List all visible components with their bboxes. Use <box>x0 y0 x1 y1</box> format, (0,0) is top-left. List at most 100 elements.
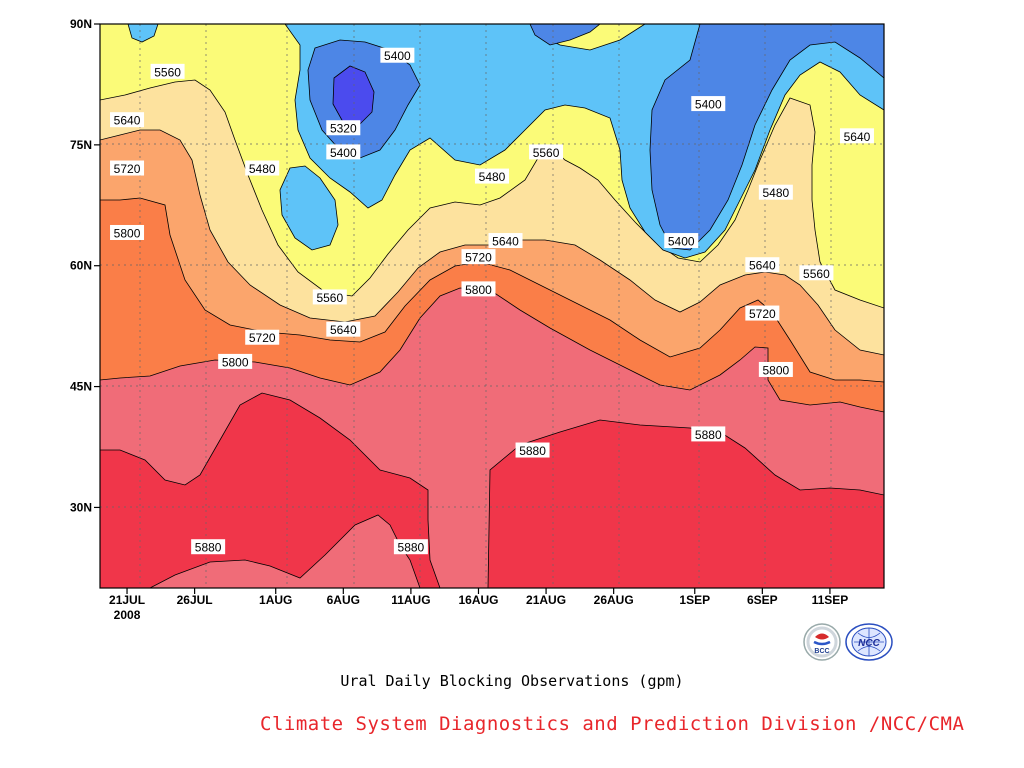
x-tick-label: 11AUG <box>391 593 430 607</box>
contour-label-bg <box>218 353 253 369</box>
band-5400-5480-cell-left <box>279 165 339 251</box>
x-year-label: 2008 <box>114 608 141 622</box>
contour-label-text: 5720 <box>114 162 141 176</box>
y-tick-label: 60N <box>70 259 92 273</box>
contour-label-text: 5880 <box>195 541 222 555</box>
contour-label-bg <box>515 442 550 458</box>
contour-label: 5800 <box>110 224 145 240</box>
contour-label: 5640 <box>839 128 874 144</box>
band-5320-5400-top <box>529 24 601 46</box>
contour-label-text: 5880 <box>695 428 722 442</box>
ncc-logo: NCC <box>845 623 893 661</box>
contour-label: 5480 <box>758 184 793 200</box>
credit-text: Climate System Diagnostics and Predictio… <box>260 713 965 735</box>
contour-label-bg <box>191 539 226 555</box>
contour-label-text: 5720 <box>249 331 276 345</box>
contour-label-bg <box>326 120 361 136</box>
contour-label: 5560 <box>312 289 347 305</box>
contour-label-bg <box>488 233 523 249</box>
contour-label-text: 5800 <box>465 283 492 297</box>
contour-label-bg <box>745 257 780 273</box>
contour-label-bg <box>839 128 874 144</box>
contour-label-text: 5560 <box>533 146 560 160</box>
x-tick-label: 1SEP <box>679 593 710 607</box>
contour-label-text: 5720 <box>749 307 776 321</box>
contour-label-bg <box>529 144 564 160</box>
contour-label-text: 5640 <box>844 130 871 144</box>
x-tick-label: 21AUG <box>526 593 566 607</box>
contour-label-bg <box>758 361 793 377</box>
contour-label: 5880 <box>691 426 726 442</box>
contour-label-text: 5480 <box>249 162 276 176</box>
contour-label-text: 5560 <box>154 65 181 79</box>
contour-label-bg <box>475 168 509 184</box>
contour-label: 5880 <box>393 539 428 555</box>
contour-label-text: 5880 <box>519 444 546 458</box>
contour-label-text: 5400 <box>695 98 722 112</box>
contour-label-bg <box>312 289 347 305</box>
band-5320-5400-right <box>649 24 884 251</box>
contour-label: 5560 <box>150 63 185 79</box>
contour-label: 5800 <box>461 281 496 297</box>
x-tick-label: 6AUG <box>327 593 360 607</box>
chart-title: Ural Daily Blocking Observations (gpm) <box>340 672 684 690</box>
contour-label-bg <box>326 144 361 160</box>
contour-label-bg <box>393 539 428 555</box>
contour-labels: 5560564057205800540053205400548055605640… <box>110 47 874 555</box>
contour-label: 5480 <box>245 160 280 176</box>
contour-label-text: 5480 <box>763 186 790 200</box>
contour-label-bg <box>245 329 280 345</box>
contour-label-text: 5640 <box>330 323 357 337</box>
x-tick-label: 16AUG <box>458 593 498 607</box>
contour-label-text: 5800 <box>114 226 141 240</box>
contour-label-text: 5400 <box>330 146 357 160</box>
contour-label: 5800 <box>218 353 253 369</box>
contour-label: 5640 <box>745 257 780 273</box>
contour-label: 5720 <box>745 305 780 321</box>
x-axis: 21JUL 26JUL 1AUG 6AUG 11AUG 16AUG 21AUG 26AUG 1S… <box>109 588 848 622</box>
svg-text:NCC: NCC <box>858 638 880 649</box>
bcc-logo: BCC <box>803 623 841 661</box>
contour-label: 5640 <box>488 233 523 249</box>
band-below-5320 <box>332 65 375 125</box>
contour-label: 5880 <box>191 539 226 555</box>
contour-label-bg <box>380 47 415 63</box>
contour-label: 5400 <box>326 144 361 160</box>
contour-label: 5880 <box>515 442 550 458</box>
contour-label-text: 5640 <box>492 235 519 249</box>
contour-label-text: 5640 <box>749 259 776 273</box>
contour-label: 5720 <box>110 160 145 176</box>
x-tick-label: 1AUG <box>259 593 292 607</box>
contour-label-bg <box>461 281 496 297</box>
contour-label-bg <box>745 305 780 321</box>
contour-label: 5560 <box>529 144 564 160</box>
x-tick-label: 6SEP <box>747 593 778 607</box>
contour-label: 5720 <box>461 249 496 265</box>
contour-label-text: 5800 <box>222 355 249 369</box>
y-tick-label: 90N <box>70 17 92 31</box>
contour-label-bg <box>245 160 280 176</box>
band-5800-5880-patch <box>149 514 421 588</box>
contour-label-text: 5560 <box>803 267 830 281</box>
contour-label: 5480 <box>475 168 509 184</box>
contour-label-text: 5400 <box>384 49 411 63</box>
contour-label-text: 5560 <box>316 291 343 305</box>
y-tick-label: 45N <box>70 380 92 394</box>
contour-label-text: 5400 <box>668 235 695 249</box>
contour-label-bg <box>664 233 699 249</box>
contour-label-bg <box>326 321 361 337</box>
contour-label: 5640 <box>110 112 145 128</box>
x-tick-label: 11SEP <box>812 593 849 607</box>
contour-label-text: 5480 <box>479 170 506 184</box>
contour-label: 5640 <box>326 321 361 337</box>
contour-label: 5800 <box>758 361 793 377</box>
band-5400-5480-cell-top <box>127 24 159 43</box>
contour-label-bg <box>758 184 793 200</box>
svg-text:BCC: BCC <box>814 648 829 655</box>
contour-label-text: 5640 <box>114 114 141 128</box>
contour-label-bg <box>110 224 145 240</box>
contour-label-bg <box>150 63 185 79</box>
plot-frame <box>99 23 885 589</box>
x-tick-label: 26AUG <box>594 593 634 607</box>
